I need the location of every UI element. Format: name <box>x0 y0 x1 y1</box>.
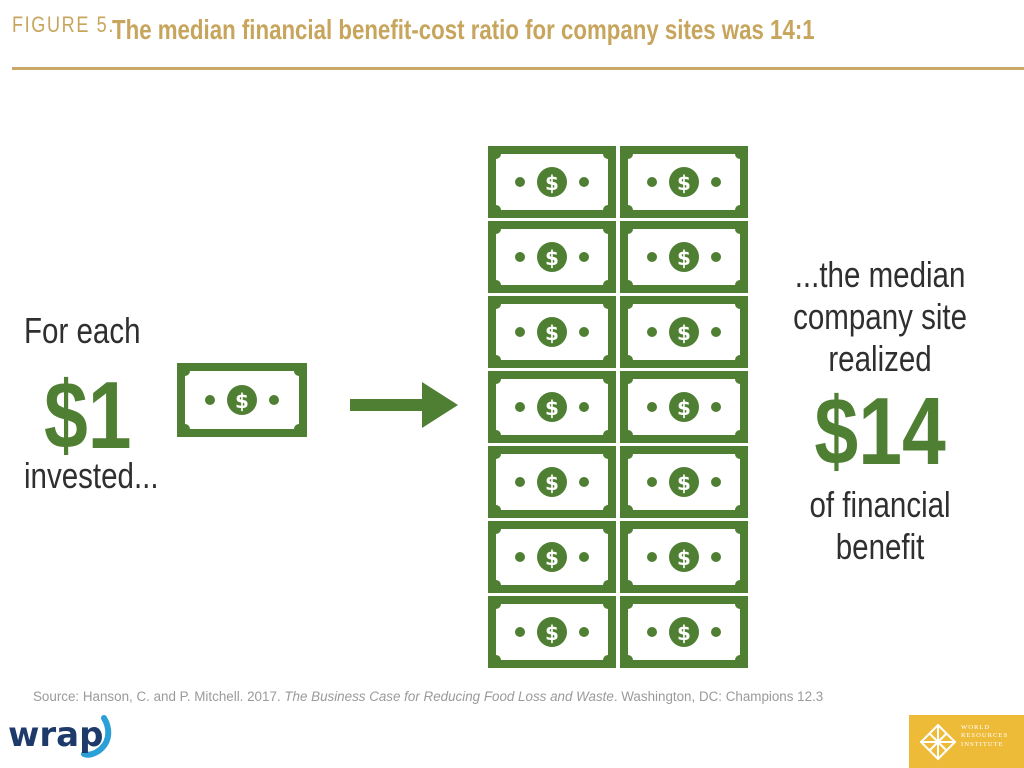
dollar-bill-icon <box>488 371 616 443</box>
wrap-logo-text: wrap <box>8 715 103 755</box>
right-text-line5: benefit <box>835 526 925 567</box>
right-text-line2: company site <box>793 296 967 337</box>
bills-grid: $ <box>488 146 748 668</box>
dollar-bill-icon <box>620 296 748 368</box>
wri-logo-text: WORLD RESOURCES INSTITUTE <box>961 724 1009 748</box>
left-text-invested: invested... <box>24 455 159 496</box>
right-text-line1: ...the median <box>794 254 966 295</box>
dollar-bill-icon <box>488 446 616 518</box>
dollar-bill-icon <box>620 596 748 668</box>
dollar-bill-icon <box>488 146 616 218</box>
dollar-bill-icon <box>620 221 748 293</box>
wri-emblem-icon <box>919 723 957 761</box>
realized-amount: $14 <box>814 378 946 485</box>
figure-title: The median financial benefit-cost ratio … <box>112 14 815 45</box>
figure-header: FIGURE 5. The median financial benefit-c… <box>12 12 815 52</box>
dollar-bill-icon <box>488 596 616 668</box>
dollar-bill-icon <box>488 221 616 293</box>
wrap-logo: wrap <box>8 715 112 758</box>
dollar-bill-icon <box>620 521 748 593</box>
dollar-bill-icon <box>488 296 616 368</box>
invested-amount: $1 <box>44 362 132 469</box>
dollar-bill-icon <box>620 446 748 518</box>
wri-logo: WORLD RESOURCES INSTITUTE <box>909 715 1024 768</box>
dollar-bill-icon <box>620 371 748 443</box>
figure-label: FIGURE 5. <box>12 12 115 37</box>
right-text-line4: of financial <box>809 484 951 525</box>
right-text-line3: realized <box>828 338 932 379</box>
bill-dollar-sign: $ <box>235 389 249 413</box>
header-divider <box>12 67 1024 70</box>
dollar-bill-icon <box>488 521 616 593</box>
left-text-for-each: For each <box>24 310 141 351</box>
dollar-bill-icon: $ <box>177 363 307 437</box>
source-citation: Source: Hanson, C. and P. Mitchell. 2017… <box>33 689 824 704</box>
right-arrow-icon <box>350 382 458 428</box>
dollar-bill-icon <box>620 146 748 218</box>
